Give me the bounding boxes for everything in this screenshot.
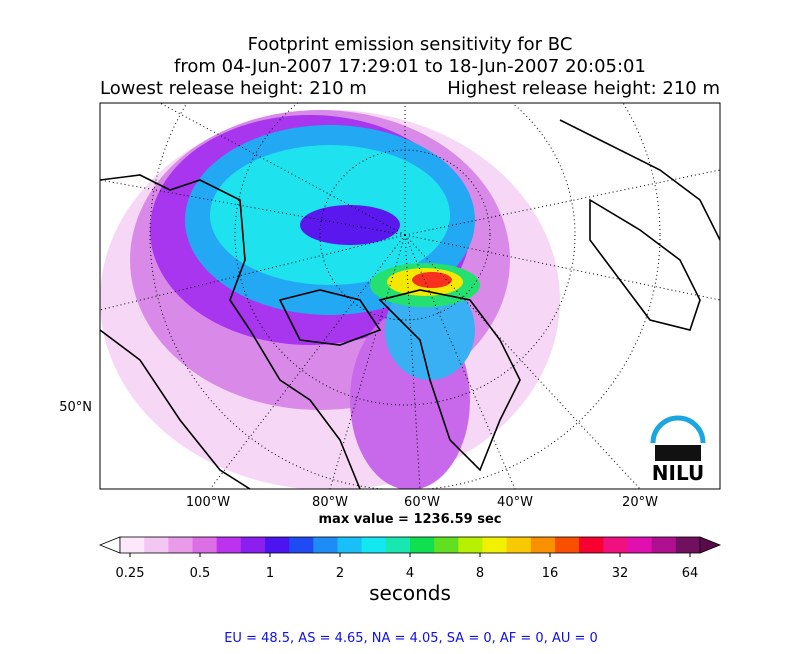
- colorbar-segment: [555, 537, 580, 553]
- colorbar-segment: [240, 537, 266, 553]
- colorbar-tick-label: 64: [682, 566, 699, 581]
- colorbar-segment: [361, 537, 387, 553]
- colorbar-tick-label: 1: [266, 566, 274, 581]
- colorbar-segment: [627, 537, 653, 553]
- colorbar-segment: [192, 537, 218, 553]
- colorbar-tick-label: 4: [406, 566, 414, 581]
- subtitle: from 04-Jun-2007 17:29:01 to 18-Jun-2007…: [174, 56, 646, 77]
- colorbar-segment: [216, 537, 242, 553]
- colorbar-segment: [434, 537, 459, 553]
- map-frame: [99, 102, 721, 490]
- colorbar-segment: [482, 537, 508, 553]
- colorbar-segment: [313, 537, 338, 553]
- colorbar: 0.25 0.5 1 2 4 8 16 32 64: [98, 536, 722, 581]
- lon-label: 40°W: [497, 495, 533, 510]
- map: [100, 103, 720, 489]
- colorbar-segment: [603, 537, 628, 553]
- colorbar-segment: [265, 537, 290, 553]
- lon-label: 60°W: [404, 495, 440, 510]
- colorbar-segment: [337, 537, 363, 553]
- lon-label: 80°W: [312, 495, 348, 510]
- colorbar-segment: [675, 537, 701, 553]
- colorbar-segment: [579, 537, 604, 553]
- colorbar-tick-label: 0.5: [190, 566, 211, 581]
- logo-text: NILU: [652, 461, 704, 485]
- lat-label: 50°N: [59, 400, 92, 415]
- colorbar-segment: [168, 537, 193, 553]
- lon-label: 100°W: [186, 495, 230, 510]
- colorbar-segment: [530, 537, 556, 553]
- colorbar-segment: [458, 537, 483, 553]
- colorbar-tick-label: 32: [612, 566, 629, 581]
- region-stats: EU = 48.5, AS = 4.65, NA = 4.05, SA = 0,…: [224, 631, 598, 646]
- lon-label: 20°W: [622, 495, 658, 510]
- highest-height: Highest release height: 210 m: [447, 78, 720, 99]
- colorbar-tick-label: 2: [336, 566, 344, 581]
- colorbar-tick-label: 0.25: [116, 566, 145, 581]
- colorbar-segment: [651, 537, 677, 553]
- title: Footprint emission sensitivity for BC: [248, 34, 573, 55]
- colorbar-segment: [410, 537, 435, 553]
- max-value: max value = 1236.59 sec: [319, 512, 502, 527]
- colorbar-label: seconds: [369, 581, 451, 605]
- logo: NILU: [650, 415, 706, 485]
- colorbar-segment: [506, 537, 532, 553]
- colorbar-segment: [120, 537, 145, 553]
- colorbar-segment: [289, 537, 314, 553]
- colorbar-tick-label: 8: [476, 566, 484, 581]
- lowest-height: Lowest release height: 210 m: [100, 78, 367, 99]
- colorbar-segment: [385, 537, 411, 553]
- colorbar-extend-low: [98, 536, 121, 554]
- colorbar-extend-high: [699, 536, 722, 554]
- colorbar-tick-label: 16: [542, 566, 559, 581]
- colorbar-segment: [144, 537, 169, 553]
